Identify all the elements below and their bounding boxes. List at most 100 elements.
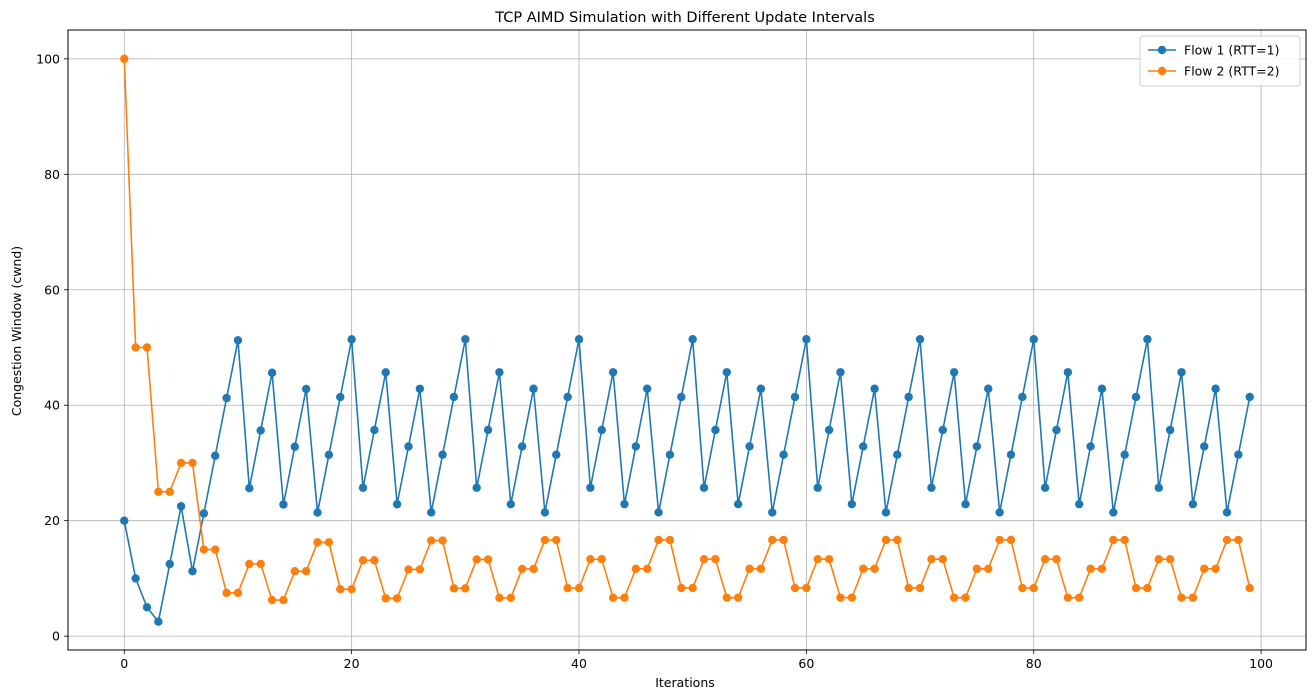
data-point	[267, 595, 277, 605]
data-point	[1131, 583, 1141, 593]
data-point	[540, 535, 550, 545]
data-point	[1040, 554, 1050, 564]
data-point	[938, 554, 947, 564]
data-point	[131, 343, 140, 352]
data-point	[563, 392, 572, 402]
data-point	[222, 393, 231, 403]
data-point	[358, 483, 368, 492]
data-point	[949, 593, 959, 602]
data-point	[120, 54, 129, 64]
data-point	[165, 559, 174, 569]
data-point	[643, 564, 652, 574]
y-axis-label: Congestion Window (cwnd)	[9, 246, 24, 416]
x-axis-label: Iterations	[655, 675, 715, 690]
data-point	[938, 425, 947, 435]
data-point	[1177, 593, 1186, 602]
data-point	[881, 535, 891, 545]
data-point	[540, 508, 550, 517]
data-point	[1029, 583, 1038, 593]
data-point	[597, 555, 606, 564]
x-tick-label: 20	[344, 656, 360, 671]
data-point	[506, 499, 515, 509]
data-point	[267, 368, 277, 377]
data-point	[347, 335, 356, 344]
data-point	[1063, 368, 1073, 377]
data-point	[290, 567, 299, 576]
data-point	[813, 554, 822, 564]
data-point	[370, 556, 379, 565]
data-point	[620, 499, 629, 509]
legend: Flow 1 (RTT=1) Flow 2 (RTT=2)	[1139, 35, 1301, 87]
data-point	[1200, 564, 1209, 573]
data-point	[1063, 593, 1073, 602]
x-tick-label: 0	[120, 656, 128, 671]
y-tick-label: 0	[52, 629, 60, 644]
data-point	[881, 508, 891, 517]
data-point	[984, 564, 993, 573]
data-point	[608, 368, 618, 377]
data-point	[1200, 442, 1209, 451]
data-point	[915, 335, 925, 344]
data-point	[1211, 564, 1220, 573]
data-point	[733, 499, 743, 509]
data-point	[199, 509, 209, 518]
data-point	[620, 593, 629, 602]
data-point	[404, 442, 413, 451]
data-point	[984, 384, 993, 393]
data-point	[722, 593, 731, 602]
data-point	[1188, 593, 1198, 602]
data-point	[574, 583, 584, 593]
data-point	[176, 458, 186, 468]
series-line	[123, 58, 1251, 601]
data-point	[438, 450, 447, 459]
data-point	[245, 483, 254, 493]
data-point	[483, 425, 493, 435]
data-point	[347, 585, 356, 594]
data-point	[1086, 442, 1095, 451]
data-point	[1222, 508, 1232, 517]
data-point	[824, 554, 834, 564]
data-point	[1075, 593, 1084, 602]
data-point	[336, 392, 345, 402]
data-point	[961, 499, 970, 509]
data-point	[392, 500, 402, 509]
data-point	[404, 565, 413, 574]
data-point	[301, 384, 311, 394]
y-tick-label: 80	[44, 167, 60, 182]
data-point	[1143, 335, 1152, 344]
data-point	[847, 593, 857, 602]
data-point	[870, 564, 879, 573]
data-point	[154, 617, 163, 626]
data-point	[1075, 499, 1084, 509]
data-point	[813, 483, 822, 492]
series-1	[120, 335, 1254, 626]
data-point	[427, 536, 436, 545]
data-point	[949, 368, 959, 377]
data-point	[1029, 335, 1038, 344]
data-point	[836, 368, 845, 377]
legend-marker	[1157, 66, 1167, 76]
data-point	[449, 584, 459, 593]
data-point	[529, 564, 538, 574]
data-point	[313, 508, 322, 517]
data-point	[381, 594, 390, 603]
data-point	[768, 508, 777, 517]
data-point	[324, 538, 334, 547]
data-point	[142, 603, 152, 612]
data-point	[381, 368, 390, 377]
data-point	[1165, 554, 1175, 564]
data-point	[927, 554, 936, 564]
data-point	[461, 584, 470, 593]
data-point	[790, 392, 800, 402]
data-point	[722, 368, 731, 377]
data-point	[1154, 483, 1163, 492]
data-point	[1040, 483, 1050, 492]
data-point	[552, 450, 561, 459]
data-point	[336, 585, 345, 594]
data-point	[495, 368, 504, 377]
data-point	[915, 583, 925, 593]
data-point	[1052, 554, 1061, 564]
series-2	[120, 54, 1254, 605]
x-tick-label: 60	[798, 656, 814, 671]
